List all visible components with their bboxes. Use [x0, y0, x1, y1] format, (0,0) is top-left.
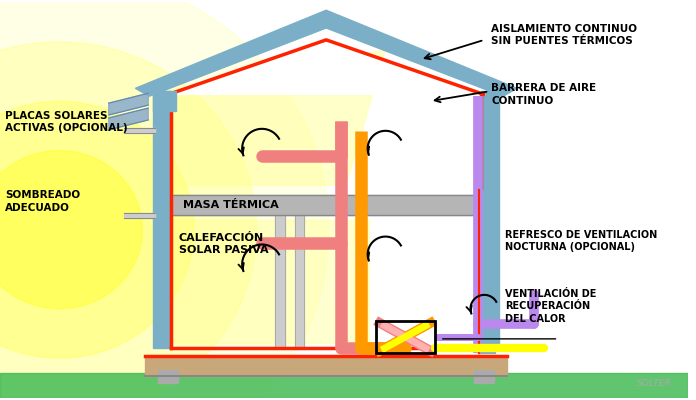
Text: CALEFACCIÓN
SOLAR PASIVA: CALEFACCIÓN SOLAR PASIVA [179, 233, 269, 255]
Polygon shape [171, 50, 386, 185]
Polygon shape [475, 370, 494, 383]
Text: PLACAS SOLARES
ACTIVAS (OPCIONAL): PLACAS SOLARES ACTIVAS (OPCIONAL) [5, 111, 127, 134]
Text: MASA TÉRMICA: MASA TÉRMICA [183, 200, 278, 210]
Ellipse shape [0, 42, 257, 400]
Polygon shape [275, 215, 285, 348]
Polygon shape [171, 220, 369, 343]
Ellipse shape [0, 150, 143, 309]
Bar [376, 320, 435, 353]
Polygon shape [482, 91, 499, 348]
Polygon shape [136, 10, 517, 96]
Polygon shape [294, 215, 304, 348]
Polygon shape [109, 93, 148, 115]
Polygon shape [153, 91, 176, 111]
Text: REFRESCO DE VENTILACION
NOCTURNA (OPCIONAL): REFRESCO DE VENTILACION NOCTURNA (OPCION… [505, 230, 657, 252]
Polygon shape [145, 356, 507, 376]
Text: AISLAMIENTO CONTINUO
SIN PUENTES TÉRMICOS: AISLAMIENTO CONTINUO SIN PUENTES TÉRMICO… [491, 24, 638, 46]
Polygon shape [0, 373, 688, 398]
Text: VENTILACIÓN DE
RECUPERACIÓN
DEL CALOR: VENTILACIÓN DE RECUPERACIÓN DEL CALOR [505, 289, 596, 324]
Bar [124, 128, 155, 133]
Bar [124, 213, 155, 218]
Ellipse shape [0, 101, 194, 358]
Polygon shape [480, 190, 495, 353]
Text: BARRERA DE AIRE
CONTINUO: BARRERA DE AIRE CONTINUO [491, 83, 596, 106]
Polygon shape [158, 370, 178, 383]
Ellipse shape [0, 0, 329, 400]
Polygon shape [109, 108, 148, 130]
Polygon shape [167, 40, 485, 94]
Polygon shape [153, 91, 171, 348]
Text: SOMBREADO
ADECUADO: SOMBREADO ADECUADO [5, 190, 80, 212]
Polygon shape [171, 195, 482, 215]
Text: SOLTER: SOLTER [638, 379, 672, 388]
